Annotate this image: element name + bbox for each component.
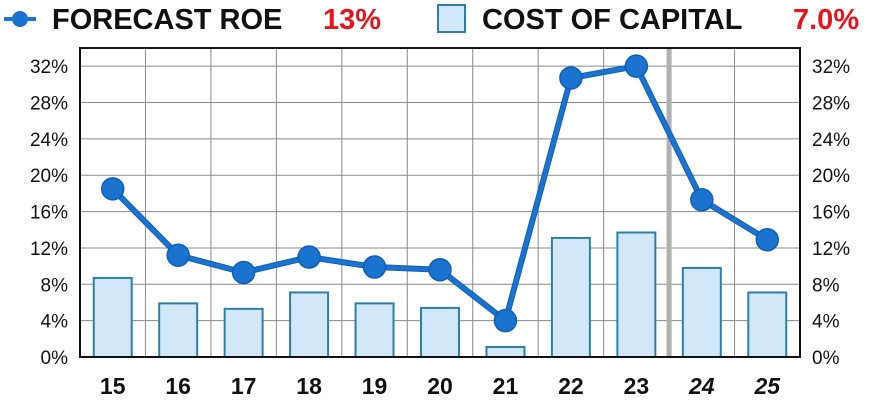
roe-point (690, 188, 714, 212)
y-tick-label-left: 8% (41, 275, 69, 296)
plot-frame (79, 47, 801, 358)
legend-cost-label: COST OF CAPITAL (482, 4, 743, 36)
cost-of-capital-bar (354, 302, 395, 359)
x-tick-label: 19 (362, 373, 388, 399)
roe-point (297, 245, 321, 269)
x-tick-label: 23 (624, 373, 650, 399)
legend-cost-value: 7.0% (793, 4, 860, 36)
y-tick-label-left: 0% (41, 348, 69, 369)
roe-point (755, 228, 780, 252)
roe-point (428, 258, 452, 282)
x-tick-label: 15 (100, 373, 126, 399)
roe-point (559, 66, 583, 90)
y-tick-label-right: 24% (812, 130, 850, 151)
x-tick-label: 18 (296, 373, 322, 399)
y-tick-label-left: 32% (30, 57, 68, 78)
y-tick-label-right: 28% (812, 94, 850, 115)
cost-of-capital-bar (420, 306, 460, 358)
x-tick-label: 22 (558, 373, 584, 399)
cost-of-capital-bar (289, 291, 330, 359)
y-tick-label-right: 12% (812, 239, 850, 260)
y-tick-label-left: 12% (30, 239, 68, 260)
cost-of-capital-bar (92, 276, 133, 358)
cost-of-capital-bar (223, 307, 264, 359)
x-tick-label: 24 (688, 373, 715, 399)
chart-legend: FORECAST ROE 13% COST OF CAPITAL 7.0% (0, 0, 872, 40)
y-tick-label-left: 4% (41, 312, 69, 333)
y-tick-label-right: 8% (812, 275, 840, 296)
y-tick-label-right: 20% (812, 166, 850, 187)
roe-point (231, 260, 256, 285)
roe-point (362, 255, 387, 279)
y-tick-label-right: 4% (812, 312, 840, 333)
y-tick-label-right: 16% (812, 203, 850, 224)
cost-of-capital-bar (158, 302, 199, 359)
y-tick-label-left: 16% (30, 203, 68, 224)
x-tick-label: 20 (427, 373, 453, 399)
y-tick-label-left: 20% (30, 166, 68, 187)
legend-cost-swatch-icon (437, 4, 466, 33)
cost-of-capital-bar (681, 266, 722, 359)
x-tick-label: 25 (753, 373, 781, 399)
y-tick-label-right: 32% (812, 57, 850, 78)
legend-roe-value: 13% (323, 4, 382, 36)
y-tick-label-left: 24% (30, 130, 68, 151)
roe-point (100, 177, 125, 201)
cost-of-capital-bar (616, 231, 657, 359)
x-tick-label: 21 (493, 373, 519, 399)
y-tick-label-left: 28% (30, 94, 68, 115)
roe-point (166, 243, 190, 267)
y-tick-label-right: 0% (812, 348, 840, 369)
legend-roe-label: FORECAST ROE (52, 4, 283, 36)
cost-of-capital-bar (485, 346, 526, 358)
cost-of-capital-bar (550, 236, 591, 359)
x-tick-label: 17 (231, 373, 257, 399)
roe-point (493, 308, 518, 333)
legend-roe-marker-icon (4, 11, 36, 27)
roe-point (624, 54, 649, 78)
x-tick-label: 16 (165, 373, 191, 399)
cost-of-capital-bar (747, 291, 788, 359)
